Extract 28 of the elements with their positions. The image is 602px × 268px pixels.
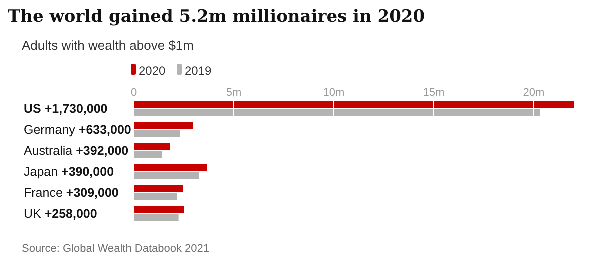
y-tick-label: UK +258,000 xyxy=(24,207,98,221)
bar xyxy=(134,101,574,108)
x-tick-label: 5m xyxy=(226,87,242,99)
source-note: Source: Global Wealth Databook 2021 xyxy=(22,243,210,255)
x-tick-label: 10m xyxy=(323,87,345,99)
bar xyxy=(134,164,208,171)
bar xyxy=(134,185,184,192)
bar xyxy=(134,130,180,137)
chart-subtitle: Adults with wealth above $1m xyxy=(22,38,194,53)
bar xyxy=(134,143,170,150)
x-tick-label: 20m xyxy=(523,87,545,99)
bar xyxy=(134,172,200,179)
legend-label: 2020 xyxy=(139,64,166,78)
bar xyxy=(134,122,194,129)
bar xyxy=(134,193,178,200)
chart-title: The world gained 5.2m millionaires in 2020 xyxy=(8,7,426,27)
y-tick-label: Australia +392,000 xyxy=(24,144,129,158)
y-tick-label: Japan +390,000 xyxy=(24,165,114,179)
bar xyxy=(134,206,184,213)
x-tick-label: 15m xyxy=(423,87,445,99)
x-tick-label: 0 xyxy=(130,87,138,99)
bar xyxy=(134,109,540,116)
legend-label: 2019 xyxy=(185,64,212,78)
y-tick-label: US +1,730,000 xyxy=(24,102,108,116)
y-tick-label: France +309,000 xyxy=(24,186,119,200)
bar xyxy=(134,151,162,158)
bar xyxy=(134,214,179,221)
y-tick-label: Germany +633,000 xyxy=(24,123,132,137)
